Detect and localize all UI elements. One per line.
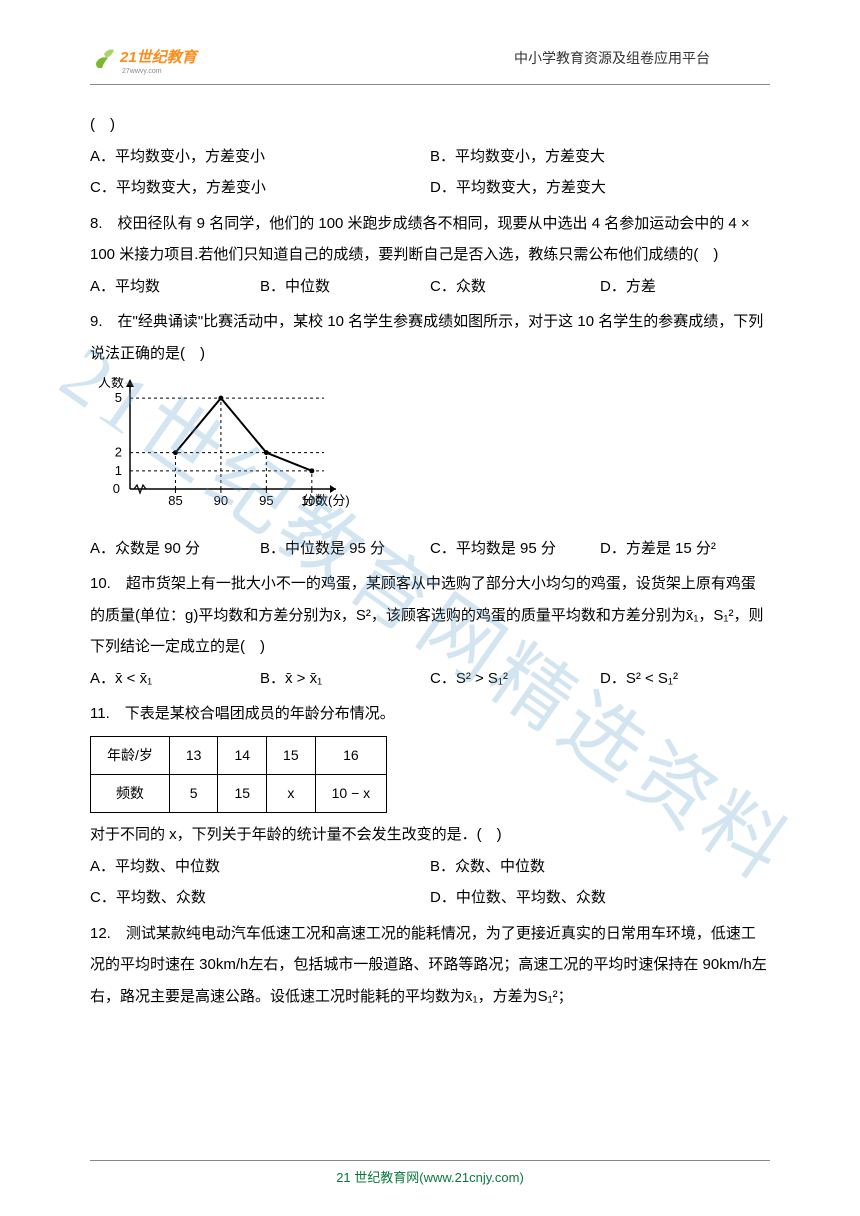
cell: 10 − x (315, 774, 387, 812)
cell: 年龄/岁 (91, 736, 170, 774)
q11-stem-a: 11. 下表是某校合唱团成员的年龄分布情况。 (90, 698, 770, 730)
opt-d[interactable]: D．方差是 15 分² (600, 533, 770, 565)
question-9: 9. 在"经典诵读"比赛活动中，某校 10 名学生参赛成绩如图所示，对于这 10… (90, 306, 770, 564)
svg-text:95: 95 (259, 493, 273, 508)
opt-a[interactable]: A．x̄ < x̄₁ (90, 663, 260, 695)
opt-b[interactable]: B．x̄ > x̄₁ (260, 663, 430, 695)
opt-d[interactable]: D．S² < S₁² (600, 663, 770, 695)
q11-table: 年龄/岁 13 14 15 16 频数 5 15 x 10 − x (90, 736, 387, 814)
svg-text:人数: 人数 (98, 377, 124, 390)
opt-b[interactable]: B．中位数 (260, 271, 430, 303)
q8-options: A．平均数 B．中位数 C．众数 D．方差 (90, 271, 770, 303)
svg-text:分数(分): 分数(分) (302, 493, 350, 508)
content-body: ( ) A．平均数变小，方差变小 B．平均数变小，方差变大 C．平均数变大，方差… (90, 109, 770, 1012)
opt-a[interactable]: A．平均数变小，方差变小 (90, 141, 430, 173)
cell: 15 (218, 774, 267, 812)
q12-stem: 12. 测试某款纯电动汽车低速工况和高速工况的能耗情况，为了更接近真实的日常用车… (90, 918, 770, 1013)
q-blank-options: A．平均数变小，方差变小 B．平均数变小，方差变大 C．平均数变大，方差变小 D… (90, 141, 770, 204)
svg-text:1: 1 (115, 463, 122, 478)
footer-brand: 21 世纪教育网 (336, 1170, 419, 1185)
q8-stem: 8. 校田径队有 9 名同学，他们的 100 米跑步成绩各不相同，现要从中选出 … (90, 208, 770, 271)
opt-c[interactable]: C．平均数变大，方差变小 (90, 172, 430, 204)
q11-stem-b: 对于不同的 x，下列关于年龄的统计量不会发生改变的是．( ) (90, 819, 770, 851)
page-footer: 21 世纪教育网(www.21cnjy.com) (0, 1160, 860, 1186)
footer-divider (90, 1160, 770, 1161)
q-blank-stem: ( ) (90, 109, 770, 141)
opt-c[interactable]: C．S² > S₁² (430, 663, 600, 695)
q10-options: A．x̄ < x̄₁ B．x̄ > x̄₁ C．S² > S₁² D．S² < … (90, 663, 770, 695)
page-container: 21世纪教育 27wwvy.com 中小学教育资源及组卷应用平台 ( ) A．平… (0, 0, 860, 1076)
opt-b[interactable]: B．平均数变小，方差变大 (430, 141, 770, 173)
cell: 13 (169, 736, 218, 774)
opt-a[interactable]: A．众数是 90 分 (90, 533, 260, 565)
question-blank: ( ) A．平均数变小，方差变小 B．平均数变小，方差变大 C．平均数变大，方差… (90, 109, 770, 204)
question-12: 12. 测试某款纯电动汽车低速工况和高速工况的能耗情况，为了更接近真实的日常用车… (90, 918, 770, 1013)
page-header: 21世纪教育 27wwvy.com 中小学教育资源及组卷应用平台 (90, 40, 770, 85)
opt-b[interactable]: B．中位数是 95 分 (260, 533, 430, 565)
q9-options: A．众数是 90 分 B．中位数是 95 分 C．平均数是 95 分 D．方差是… (90, 533, 770, 565)
cell: 14 (218, 736, 267, 774)
opt-b[interactable]: B．众数、中位数 (430, 851, 770, 883)
question-11: 11. 下表是某校合唱团成员的年龄分布情况。 年龄/岁 13 14 15 16 … (90, 698, 770, 914)
logo-block: 21世纪教育 27wwvy.com (90, 40, 230, 76)
opt-d[interactable]: D．方差 (600, 271, 770, 303)
cell: x (267, 774, 316, 812)
opt-c[interactable]: C．众数 (430, 271, 600, 303)
question-10: 10. 超市货架上有一批大小不一的鸡蛋，某顾客从中选购了部分大小均匀的鸡蛋，设货… (90, 568, 770, 694)
table-row: 年龄/岁 13 14 15 16 (91, 736, 387, 774)
opt-d[interactable]: D．平均数变大，方差变大 (430, 172, 770, 204)
svg-text:0: 0 (113, 481, 120, 496)
cell: 频数 (91, 774, 170, 812)
logo-main-text: 21世纪教育 (119, 48, 200, 66)
cell: 15 (267, 736, 316, 774)
svg-text:2: 2 (115, 445, 122, 460)
opt-d[interactable]: D．中位数、平均数、众数 (430, 882, 770, 914)
cell: 16 (315, 736, 387, 774)
footer-url: (www.21cnjy.com) (419, 1170, 524, 1185)
opt-a[interactable]: A．平均数 (90, 271, 260, 303)
table-row: 频数 5 15 x 10 − x (91, 774, 387, 812)
cell: 5 (169, 774, 218, 812)
opt-c[interactable]: C．平均数是 95 分 (430, 533, 600, 565)
logo-icon: 21世纪教育 27wwvy.com (90, 40, 230, 76)
opt-a[interactable]: A．平均数、中位数 (90, 851, 430, 883)
frequency-chart-icon: 0125859095100人数分数(分) (90, 377, 350, 517)
logo-url-text: 27wwvy.com (122, 68, 162, 75)
svg-text:5: 5 (115, 390, 122, 405)
header-title: 中小学教育资源及组卷应用平台 (514, 48, 710, 68)
q9-chart: 0125859095100人数分数(分) (90, 377, 770, 529)
q11-options: A．平均数、中位数 B．众数、中位数 C．平均数、众数 D．中位数、平均数、众数 (90, 851, 770, 914)
question-8: 8. 校田径队有 9 名同学，他们的 100 米跑步成绩各不相同，现要从中选出 … (90, 208, 770, 303)
opt-c[interactable]: C．平均数、众数 (90, 882, 430, 914)
q9-stem: 9. 在"经典诵读"比赛活动中，某校 10 名学生参赛成绩如图所示，对于这 10… (90, 306, 770, 369)
svg-text:85: 85 (168, 493, 182, 508)
q10-stem: 10. 超市货架上有一批大小不一的鸡蛋，某顾客从中选购了部分大小均匀的鸡蛋，设货… (90, 568, 770, 663)
svg-text:90: 90 (214, 493, 228, 508)
